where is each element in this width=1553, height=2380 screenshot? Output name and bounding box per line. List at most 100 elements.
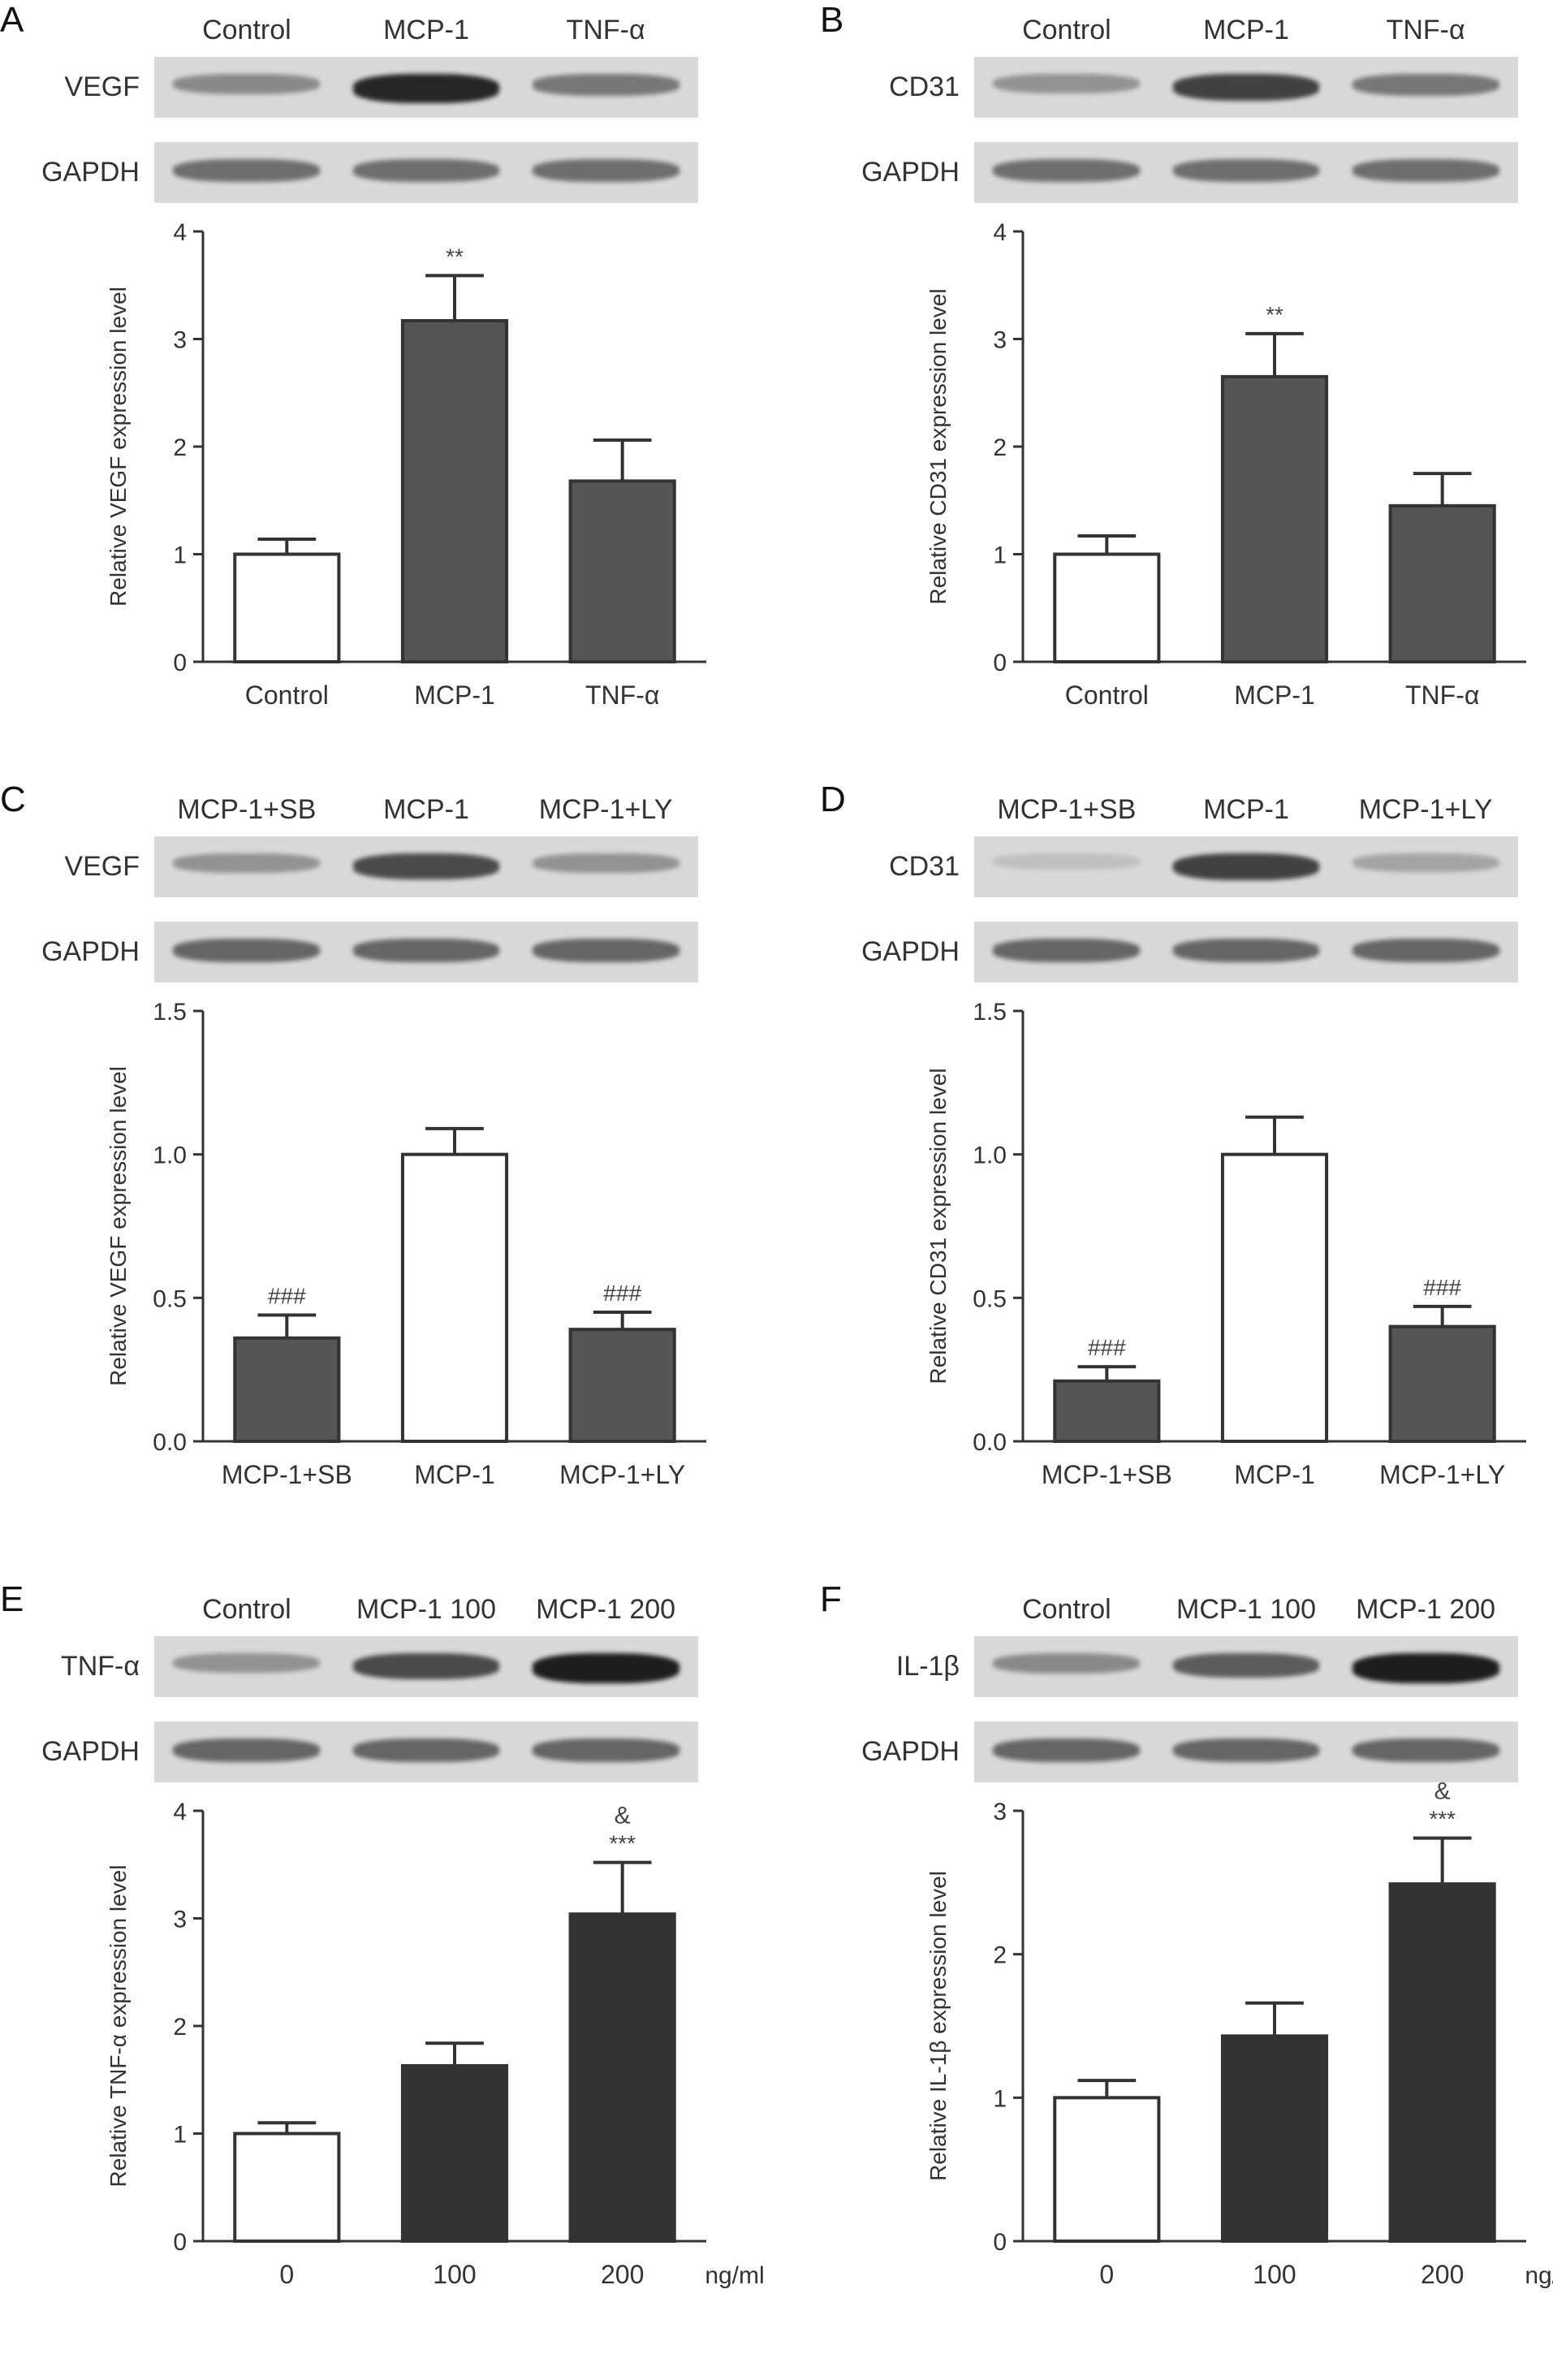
bar-chart: 0 1 2 3 4 Relative CD31 expression level Contr… [925,219,1526,710]
blot-band [532,1653,679,1683]
lane-label: MCP-1+LY [538,794,673,825]
panel-letter: D [820,780,846,819]
bar [1220,2034,1329,2243]
western-blot-strip [974,57,1518,118]
blot-band [532,1739,679,1763]
y-tick-label: 4 [173,219,187,246]
significance-marker: & [615,1803,631,1829]
y-tick-label: 1.5 [153,999,187,1026]
x-tick-label: MCP-1 [414,680,495,710]
y-tick-label: 1.0 [973,1142,1007,1169]
blot-band [1352,853,1499,872]
blot-band [173,74,321,95]
error-bar [1245,1115,1304,1155]
bar-chart: 0.0 0.5 1.0 1.5 Relative CD31 expression lev… [925,999,1526,1489]
bar [1053,2096,1161,2244]
error-bar [425,2041,484,2067]
lane-labels: Control MCP-1 TNF-α [154,15,698,47]
x-tick-label: MCP-1 [1234,1460,1315,1489]
y-tick-label: 3 [173,1907,187,1933]
y-tick-label: 0 [993,650,1007,676]
x-tick-label: MCP-1+LY [559,1460,685,1489]
y-tick-label: 2 [993,1942,1007,1969]
y-tick-label: 2 [173,2014,187,2041]
lane-label: Control [202,15,291,45]
lane-label: MCP-1+LY [1358,794,1493,825]
bar [568,479,676,663]
x-tick-label: 0 [279,2260,294,2289]
lane-label: TNF-α [566,15,645,45]
bar [1388,1324,1496,1443]
y-tick-label: 1 [993,542,1007,569]
y-axis-label: Relative VEGF expression level [106,287,131,607]
bar [400,1152,509,1444]
lane-label: MCP-1+SB [997,794,1137,825]
blot-band [1172,74,1320,101]
blot-row-label: VEGF [64,71,140,102]
western-blot-strip [154,1636,698,1697]
lane-labels: Control MCP-1 100 MCP-1 200 [974,1594,1518,1626]
x-tick-label: Control [245,680,329,710]
lane-label: MCP-1 200 [536,1594,676,1625]
y-tick-label: 1.0 [153,1142,187,1169]
blot-row-label: CD31 [889,851,960,882]
blot-band [173,853,321,874]
blot-row-label: GAPDH [861,157,960,188]
error-bar [1077,2079,1137,2098]
x-tick-label: Control [1065,680,1149,710]
y-tick-label: 0.5 [153,1285,187,1312]
y-tick-label: 1 [993,2085,1007,2112]
blot-band [173,159,321,183]
error-bar [1077,1365,1137,1381]
lane-labels: MCP-1+SB MCP-1 MCP-1+LY [974,794,1518,827]
bar [568,1912,676,2243]
panel-letter: E [0,1579,24,1619]
significance-marker: ### [268,1284,306,1309]
y-tick-label: 1 [173,2122,187,2149]
blot-band [352,1739,500,1763]
error-bar [593,438,652,482]
bar [233,552,341,663]
western-blot-strip [154,1721,698,1782]
blot-band [1172,853,1320,880]
error-bar [1245,331,1304,377]
y-tick-label: 1.5 [973,999,1007,1026]
blot-band [1352,939,1499,963]
western-blot-strip [154,922,698,983]
blot-band [532,853,679,874]
blot-band [1172,1653,1320,1678]
western-blot-strip [974,922,1518,983]
lane-label: Control [1022,1594,1111,1625]
blot-band [352,939,500,963]
significance-marker: ** [1266,302,1283,327]
panel-d: D MCP-1+SB MCP-1 MCP-1+LY CD31 GAPDH 0.0 0.5 1.0… [820,780,1551,1527]
bar [1220,1152,1329,1444]
western-blot-strip [974,1636,1518,1697]
western-blot-strip [154,836,698,897]
lane-labels: MCP-1+SB MCP-1 MCP-1+LY [154,794,698,827]
blot-row-label: IL-1β [895,1651,960,1682]
error-bar [257,1313,317,1338]
y-tick-label: 0 [993,2229,1007,2256]
panel-f: F Control MCP-1 100 MCP-1 200 IL-1β GAPDH 0 1 2 3… [820,1579,1553,2326]
blot-row-label: GAPDH [41,1736,140,1767]
x-tick-label: 0 [1099,2260,1114,2289]
panel-letter: C [0,780,26,819]
blot-band [1172,159,1320,183]
y-tick-label: 2 [173,434,187,461]
western-blot-strip [974,1721,1518,1782]
y-tick-label: 4 [173,1799,187,1825]
error-bar [1413,472,1472,506]
y-axis-label: Relative CD31 expression level [925,288,951,604]
blot-band [993,939,1141,963]
error-bar [257,2121,317,2134]
bar-chart: 0.0 0.5 1.0 1.5 Relative VEGF expression lev… [106,999,706,1489]
y-tick-label: 0 [173,2229,187,2256]
x-tick-label: 100 [1253,2260,1296,2289]
y-tick-label: 4 [993,219,1007,246]
panel-c: C MCP-1+SB MCP-1 MCP-1+LY VEGF GAPDH 0.0 0.5 1.0… [0,780,731,1527]
blot-row-label: GAPDH [861,936,960,967]
y-tick-label: 2 [993,434,1007,461]
panel-letter: F [820,1579,842,1619]
blot-band [993,74,1141,94]
